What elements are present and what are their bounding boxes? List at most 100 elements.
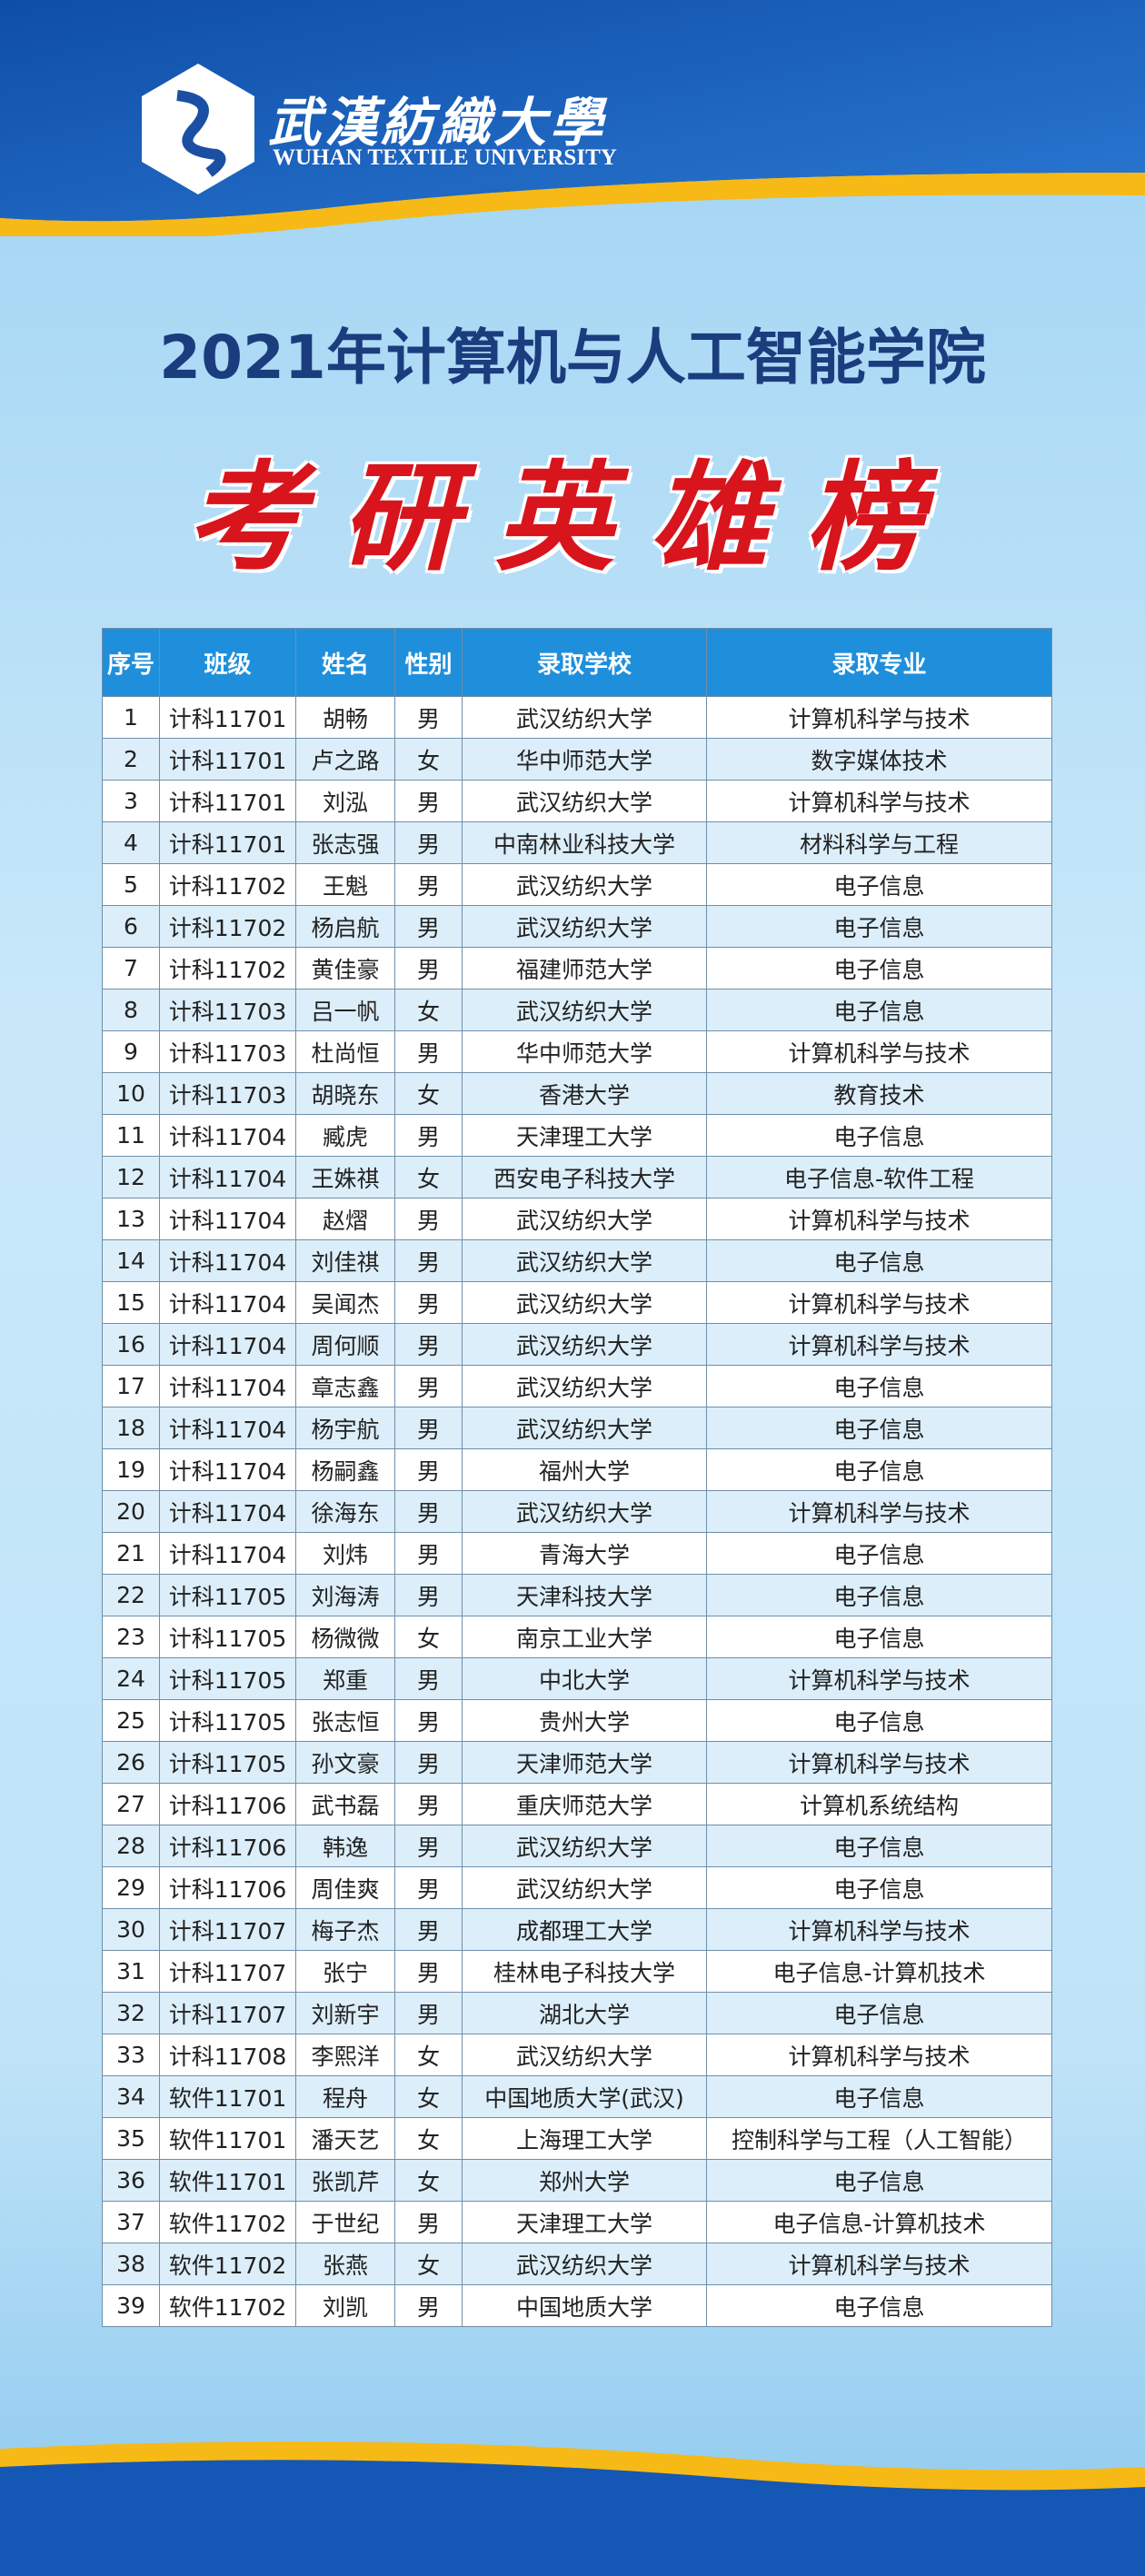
table-cell: 中国地质大学: [462, 2284, 707, 2327]
table-cell: 杨微微: [295, 1616, 395, 1658]
table-cell: 香港大学: [462, 1072, 707, 1115]
table-cell: 女: [394, 738, 463, 781]
table-cell: 计科11701: [159, 780, 296, 822]
table-cell: 天津科技大学: [462, 1574, 707, 1616]
table-cell: 计科11707: [159, 1992, 296, 2034]
table-cell: 男: [394, 1699, 463, 1742]
table-cell: 周何顺: [295, 1323, 395, 1366]
table-cell: 张燕: [295, 2243, 395, 2285]
table-cell: 39: [102, 2284, 160, 2327]
table-cell: 武书磊: [295, 1783, 395, 1825]
table-cell: 电子信息: [706, 1239, 1052, 1282]
table-cell: 武汉纺织大学: [462, 989, 707, 1031]
table-row: 13 计科11704 赵熠男武汉纺织大学 计算机科学与技术: [102, 1198, 1052, 1240]
table-cell: 电子信息: [706, 1866, 1052, 1909]
table-row: 14 计科11704 刘佳祺男武汉纺织大学 电子信息: [102, 1239, 1052, 1282]
table-cell: 福州大学: [462, 1448, 707, 1491]
table-cell: 章志鑫: [295, 1365, 395, 1407]
table-cell: 36: [102, 2159, 160, 2202]
table-cell: 孙文豪: [295, 1741, 395, 1784]
table-cell: 上海理工大学: [462, 2117, 707, 2160]
table-cell: 电子信息: [706, 1574, 1052, 1616]
table-row: 2 计科11701 卢之路女华中师范大学 数字媒体技术: [102, 738, 1052, 781]
table-cell: 电子信息: [706, 863, 1052, 906]
table-cell: 计算机科学与技术: [706, 780, 1052, 822]
table-cell: 25: [102, 1699, 160, 1742]
table-cell: 计科11702: [159, 905, 296, 948]
table-cell: 李熙洋: [295, 2034, 395, 2076]
table-cell: 男: [394, 1532, 463, 1575]
table-cell: 计科11704: [159, 1156, 296, 1198]
table-cell: 控制科学与工程（人工智能）: [706, 2117, 1052, 2160]
table-cell: 计算机科学与技术: [706, 1323, 1052, 1366]
table-cell: 武汉纺织大学: [462, 696, 707, 739]
table-row: 12 计科11704 王姝祺女西安电子科技大学 电子信息-软件工程: [102, 1156, 1052, 1198]
header-banner: [0, 0, 1145, 236]
table-cell: 女: [394, 2075, 463, 2118]
table-cell: 成都理工大学: [462, 1908, 707, 1951]
table-cell: 软件11702: [159, 2201, 296, 2243]
table-cell: 计科11701: [159, 696, 296, 739]
table-cell: 武汉纺织大学: [462, 1239, 707, 1282]
table-cell: 武汉纺织大学: [462, 2034, 707, 2076]
table-cell: 男: [394, 1407, 463, 1449]
column-header: 姓名: [295, 628, 395, 697]
table-cell: 女: [394, 989, 463, 1031]
table-cell: 材料科学与工程: [706, 821, 1052, 864]
footer-banner: [0, 2442, 1145, 2576]
table-row: 9 计科11703 杜尚恒男华中师范大学 计算机科学与技术: [102, 1030, 1052, 1073]
table-cell: 男: [394, 1281, 463, 1324]
table-cell: 周佳爽: [295, 1866, 395, 1909]
table-row: 39 软件11702 刘凯男中国地质大学 电子信息: [102, 2284, 1052, 2327]
table-cell: 计科11703: [159, 989, 296, 1031]
table-cell: 计科11704: [159, 1448, 296, 1491]
table-cell: 男: [394, 1323, 463, 1366]
table-cell: 计科11706: [159, 1866, 296, 1909]
table-cell: 湖北大学: [462, 1992, 707, 2034]
table-cell: 20: [102, 1490, 160, 1533]
table-cell: 计科11701: [159, 738, 296, 781]
table-cell: 电子信息: [706, 2284, 1052, 2327]
table-row: 26 计科11705 孙文豪男天津师范大学 计算机科学与技术: [102, 1741, 1052, 1784]
table-cell: 计算机科学与技术: [706, 1657, 1052, 1700]
table-cell: 12: [102, 1156, 160, 1198]
table-cell: 计算机科学与技术: [706, 696, 1052, 739]
table-row: 31 计科11707 张宁男桂林电子科技大学 电子信息-计算机技术: [102, 1950, 1052, 1993]
table-cell: 男: [394, 1783, 463, 1825]
table-cell: 男: [394, 1574, 463, 1616]
table-cell: 华中师范大学: [462, 1030, 707, 1073]
table-cell: 男: [394, 1365, 463, 1407]
table-cell: 郑重: [295, 1657, 395, 1700]
table-cell: 电子信息: [706, 1365, 1052, 1407]
table-cell: 计科11704: [159, 1198, 296, 1240]
table-cell: 10: [102, 1072, 160, 1115]
table-cell: 武汉纺织大学: [462, 905, 707, 948]
table-cell: 28: [102, 1825, 160, 1867]
table-cell: 8: [102, 989, 160, 1031]
table-cell: 男: [394, 1866, 463, 1909]
table-cell: 计算机科学与技术: [706, 1490, 1052, 1533]
table-cell: 计算机科学与技术: [706, 2034, 1052, 2076]
table-cell: 胡畅: [295, 696, 395, 739]
table-cell: 韩逸: [295, 1825, 395, 1867]
table-cell: 贵州大学: [462, 1699, 707, 1742]
table-row: 37 软件11702 于世纪男天津理工大学 电子信息-计算机技术: [102, 2201, 1052, 2243]
table-cell: 电子信息: [706, 1699, 1052, 1742]
table-cell: 电子信息: [706, 2075, 1052, 2118]
table-cell: 计科11702: [159, 947, 296, 990]
table-cell: 刘新宇: [295, 1992, 395, 2034]
table-cell: 计科11702: [159, 863, 296, 906]
table-cell: 17: [102, 1365, 160, 1407]
table-cell: 男: [394, 696, 463, 739]
table-row: 35 软件11701 潘天艺女上海理工大学 控制科学与工程（人工智能）: [102, 2117, 1052, 2160]
table-cell: 武汉纺织大学: [462, 2243, 707, 2285]
table-cell: 电子信息-计算机技术: [706, 1950, 1052, 1993]
table-cell: 计科11704: [159, 1407, 296, 1449]
table-cell: 计科11705: [159, 1616, 296, 1658]
table-cell: 24: [102, 1657, 160, 1700]
table-cell: 23: [102, 1616, 160, 1658]
table-cell: 11: [102, 1114, 160, 1157]
table-cell: 程舟: [295, 2075, 395, 2118]
table-cell: 张志恒: [295, 1699, 395, 1742]
table-row: 1 计科11701 胡畅男武汉纺织大学 计算机科学与技术: [102, 696, 1052, 739]
